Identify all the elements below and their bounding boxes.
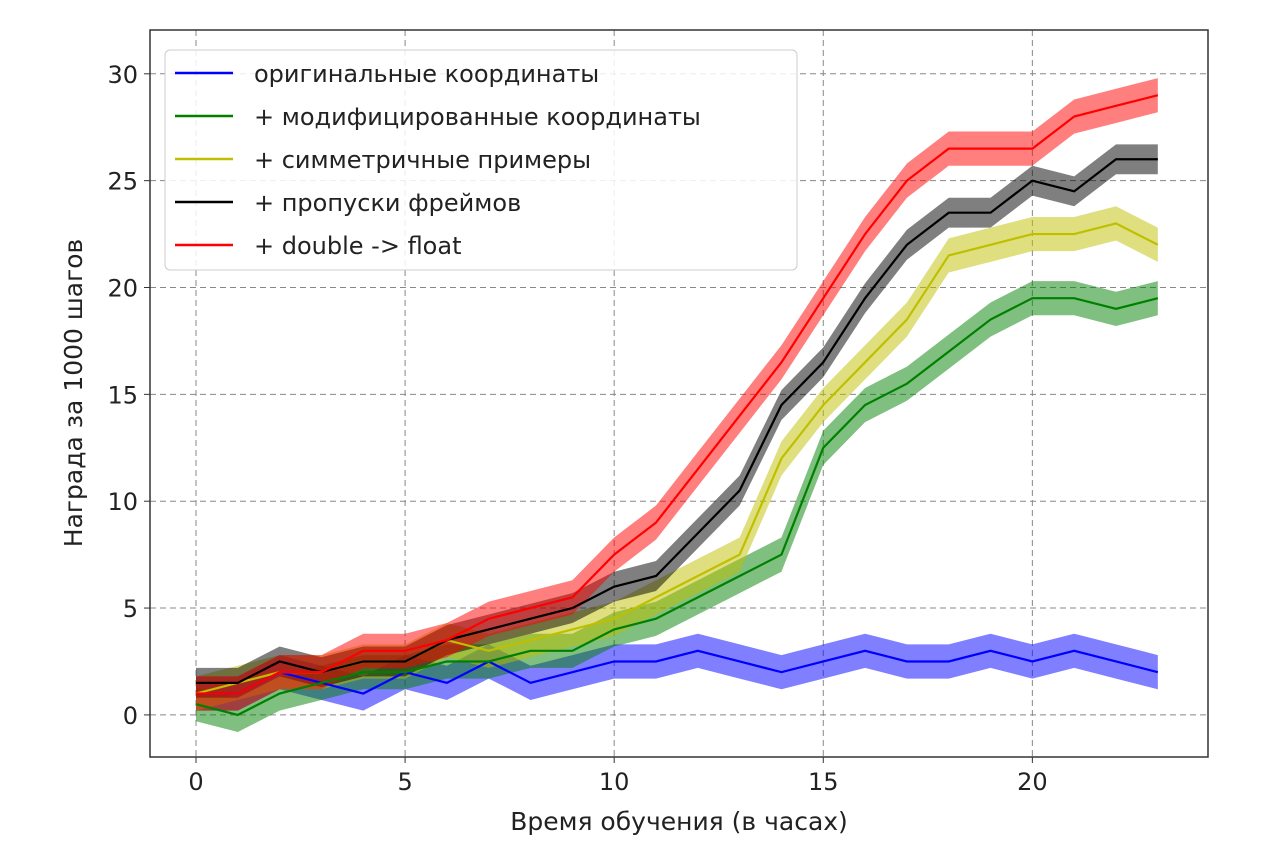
legend-label: + симметричные примеры bbox=[254, 146, 591, 174]
series-band bbox=[196, 206, 1158, 710]
legend-label: оригинальные координаты bbox=[254, 60, 599, 88]
x-tick-label: 10 bbox=[599, 768, 630, 796]
y-tick-label: 30 bbox=[107, 61, 138, 89]
y-tick-label: 25 bbox=[107, 168, 138, 196]
y-tick-label: 15 bbox=[107, 381, 138, 409]
x-tick-label: 5 bbox=[397, 768, 412, 796]
y-axis-label: Награда за 1000 шагов bbox=[59, 239, 88, 547]
x-axis-label: Время обучения (в часах) bbox=[510, 807, 848, 836]
x-tick-label: 0 bbox=[188, 768, 203, 796]
y-tick-label: 10 bbox=[107, 488, 138, 516]
y-tick-label: 5 bbox=[123, 595, 138, 623]
y-tick-label: 0 bbox=[123, 702, 138, 730]
x-tick-label: 15 bbox=[808, 768, 839, 796]
y-tick-label: 20 bbox=[107, 275, 138, 303]
legend-label: + double -> float bbox=[254, 232, 461, 260]
x-tick-label: 20 bbox=[1017, 768, 1048, 796]
legend: оригинальные координаты + модифицированны… bbox=[165, 50, 797, 270]
legend-label: + модифицированные координаты bbox=[254, 103, 701, 131]
legend-label: + пропуски фреймов bbox=[254, 189, 521, 217]
